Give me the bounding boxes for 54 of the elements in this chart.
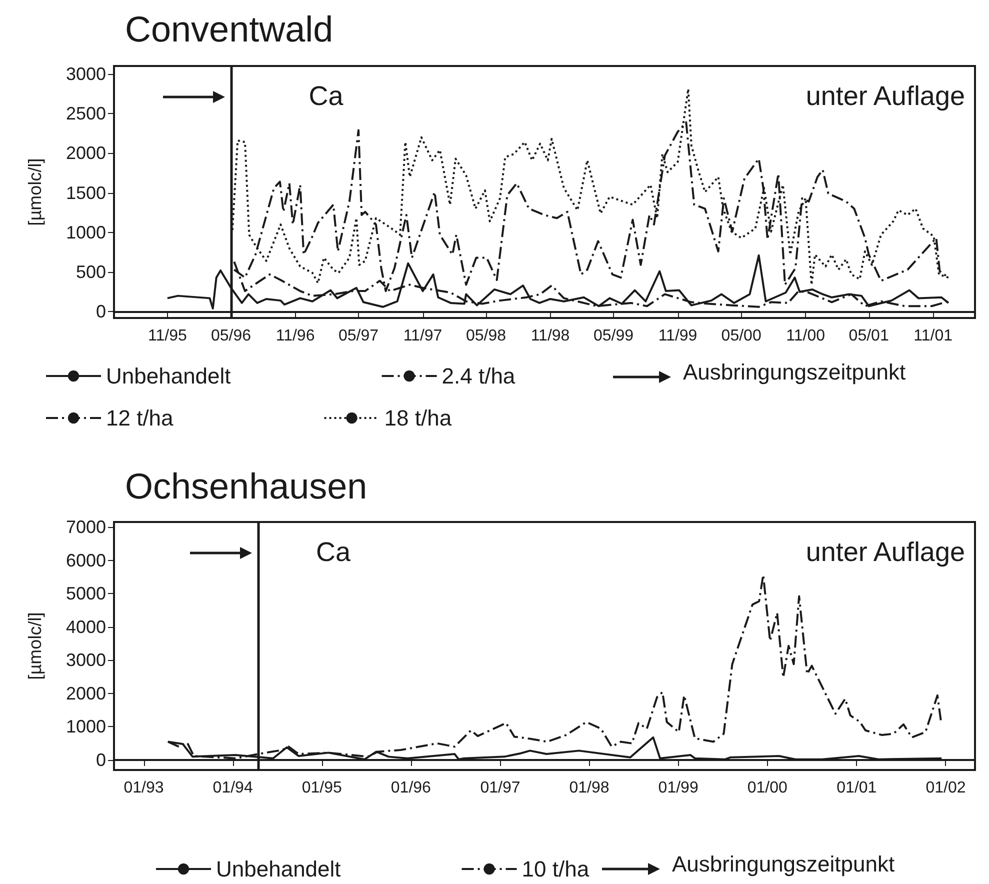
x-tick-label: 01/99: [658, 780, 698, 796]
chart-title: Ochsenhausen: [125, 466, 368, 506]
x-tick-label: 05/96: [210, 328, 252, 344]
legend-label: 10 t/ha: [522, 856, 590, 882]
x-tick-label: 05/98: [466, 328, 506, 344]
y-tick-label: 0: [96, 302, 106, 322]
legend-label: Unbehandelt: [216, 856, 341, 882]
x-tick-label: 01/01: [836, 780, 877, 796]
y-tick-label: 2500: [66, 104, 106, 124]
x-tick-label: 11/97: [403, 328, 442, 344]
x-tick-label: 01/02: [926, 780, 966, 796]
y-axis-title: [µmolc/l]: [25, 612, 45, 680]
y-tick-label: 3000: [66, 64, 106, 84]
y-tick-label: 1500: [66, 182, 106, 203]
annotation: unter Auflage: [806, 81, 965, 111]
y-tick-label: 500: [76, 262, 106, 282]
annotation: Ca: [316, 537, 352, 567]
legend-label: 12 t/ha: [106, 406, 174, 430]
x-tick-label: 01/96: [390, 780, 432, 796]
x-tick-label: 11/01: [914, 328, 953, 344]
y-tick-label: 2000: [66, 143, 106, 164]
y-tick-label: 2000: [66, 683, 106, 704]
x-tick-label: 01/95: [302, 780, 342, 796]
x-tick-label: 11/00: [786, 328, 826, 344]
x-tick-label: 05/01: [848, 328, 889, 344]
x-tick-label: 11/99: [658, 328, 698, 344]
y-tick-label: 3000: [66, 650, 106, 670]
legend-label: Ausbringungszeitpunkt: [672, 852, 895, 876]
x-tick-label: 01/00: [747, 780, 788, 796]
x-tick-label: 11/95: [148, 328, 187, 344]
annotation: unter Auflage: [806, 537, 965, 567]
y-tick-label: 5000: [66, 584, 106, 604]
x-tick-label: 11/96: [276, 328, 315, 344]
x-tick-label: 05/99: [593, 328, 634, 344]
x-tick-label: 11/98: [530, 328, 570, 344]
x-tick-label: 01/97: [480, 780, 520, 796]
chart-title: Conventwald: [125, 8, 334, 50]
x-tick-label: 01/94: [212, 780, 253, 796]
x-tick-label: 01/93: [124, 780, 164, 796]
y-tick-label: 6000: [66, 550, 106, 570]
y-tick-label: 1000: [66, 222, 106, 242]
y-tick-label: 7000: [66, 516, 106, 537]
x-tick-label: 05/97: [338, 328, 379, 344]
x-tick-label: 05/00: [721, 328, 762, 344]
legend-label: 18 t/ha: [384, 406, 452, 430]
x-tick-label: 01/98: [569, 780, 610, 796]
legend-label: Unbehandelt: [106, 364, 231, 388]
y-axis-title: [µmolc/l]: [25, 158, 45, 226]
legend-label: Ausbringungszeitpunkt: [683, 360, 906, 384]
annotation: Ca: [308, 81, 344, 111]
legend-label: 2.4 t/ha: [442, 364, 516, 388]
y-tick-label: 4000: [66, 616, 106, 637]
y-tick-label: 1000: [66, 716, 106, 737]
y-tick-label: 0: [96, 750, 106, 770]
